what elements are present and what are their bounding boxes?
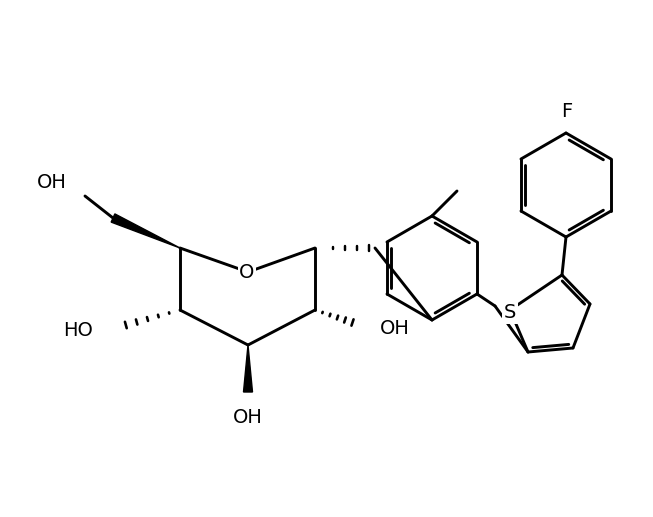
Text: OH: OH	[233, 408, 263, 427]
Text: O: O	[239, 263, 255, 281]
Text: OH: OH	[380, 320, 410, 339]
Polygon shape	[111, 214, 180, 248]
Polygon shape	[244, 345, 253, 392]
Text: OH: OH	[37, 173, 67, 192]
Text: F: F	[562, 102, 573, 121]
Text: S: S	[504, 303, 516, 323]
Text: HO: HO	[63, 321, 93, 340]
